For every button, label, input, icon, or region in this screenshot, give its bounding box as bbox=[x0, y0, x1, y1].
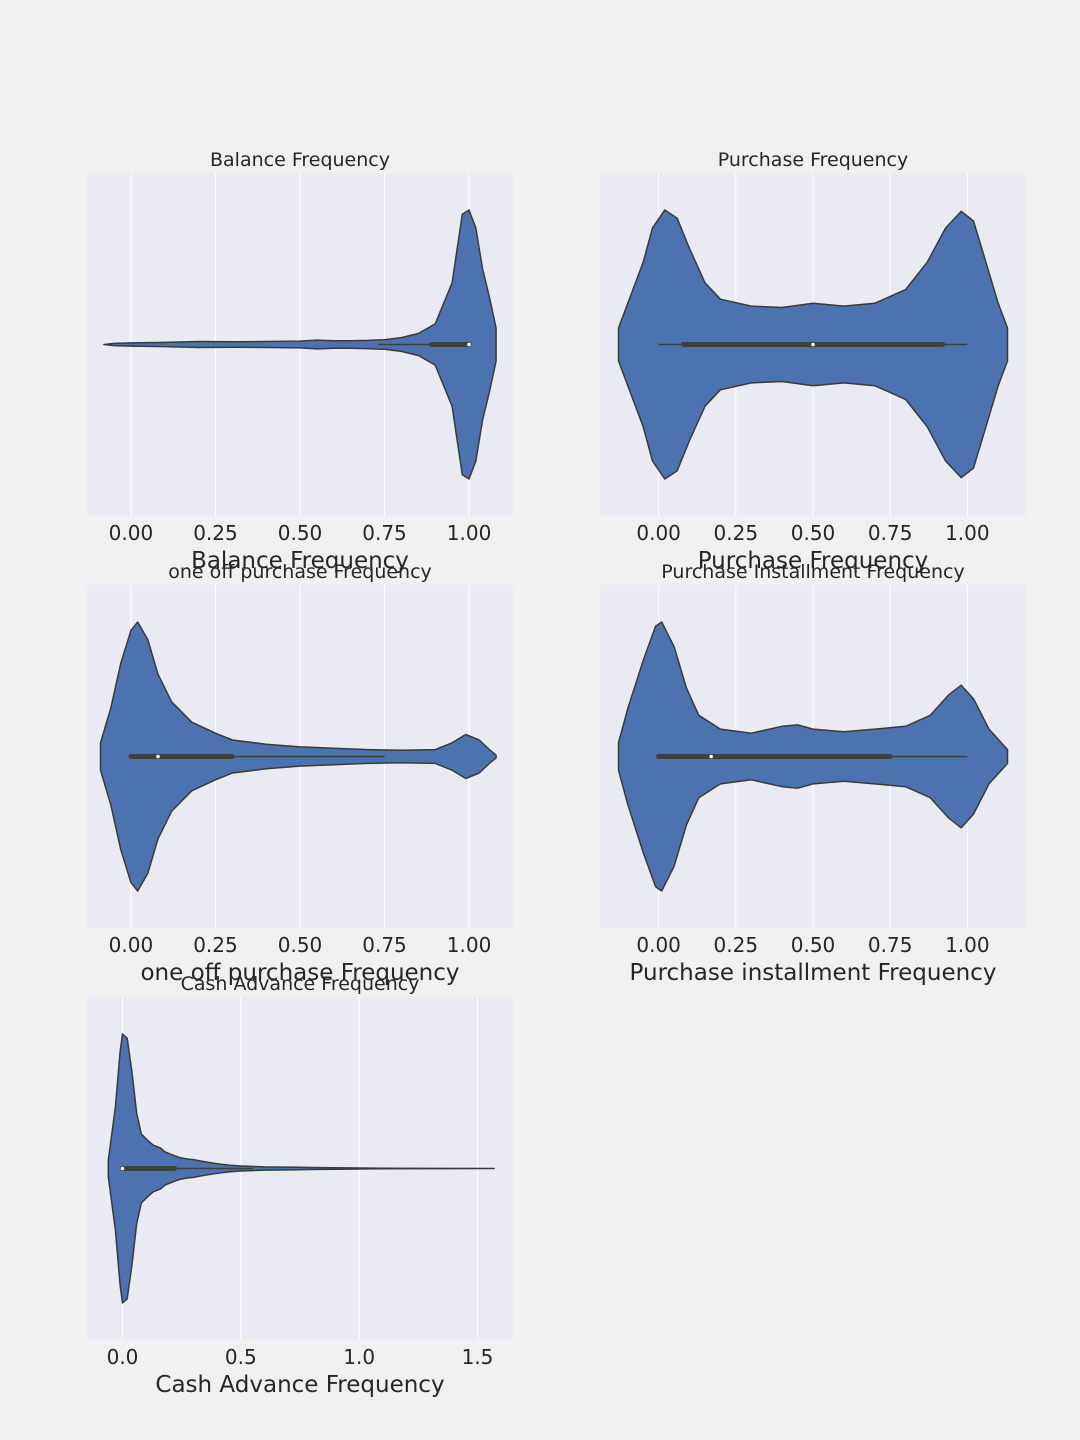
x-tick-label: 0.25 bbox=[714, 933, 759, 957]
x-tick-label: 0.0 bbox=[107, 1345, 139, 1369]
x-tick-label: 0.75 bbox=[362, 521, 407, 545]
x-tick-label: 0.75 bbox=[362, 933, 407, 957]
x-tick-label: 1.00 bbox=[447, 933, 492, 957]
panel-title: Cash Advance Frequency bbox=[181, 973, 420, 995]
x-tick-label: 0.00 bbox=[109, 933, 154, 957]
x-tick-label: 0.75 bbox=[868, 933, 913, 957]
median-point bbox=[811, 342, 815, 347]
x-tick-label: 1.00 bbox=[945, 933, 990, 957]
median-point bbox=[709, 754, 713, 759]
violin-panel: 0.0 0.5 1.0 1.5 Cash Advance Frequency Cash A… bbox=[87, 973, 513, 1398]
x-tick-label: 0.50 bbox=[791, 933, 836, 957]
x-tick-label: 1.5 bbox=[462, 1345, 494, 1369]
x-tick-label: 0.75 bbox=[868, 521, 913, 545]
x-axis-label: one off purchase Frequency bbox=[140, 960, 459, 986]
violin-body bbox=[107, 1033, 495, 1304]
violin-body bbox=[103, 209, 497, 480]
x-axis-label: Purchase installment Frequency bbox=[630, 960, 997, 986]
x-tick-label: 1.0 bbox=[343, 1345, 375, 1369]
x-tick-label: 0.25 bbox=[714, 521, 759, 545]
median-point bbox=[120, 1166, 125, 1171]
violin-panel: 0.00 0.25 0.50 0.75 1.00 Purchase Installment… bbox=[600, 561, 1026, 986]
x-axis-label: Balance Frequency bbox=[191, 548, 409, 574]
x-tick-label: 0.00 bbox=[636, 521, 681, 545]
x-axis-label: Cash Advance Frequency bbox=[155, 1372, 444, 1398]
x-tick-label: 0.00 bbox=[109, 521, 154, 545]
panel-title: Purchase Frequency bbox=[718, 149, 908, 171]
violin-panel: 0.00 0.25 0.50 0.75 1.00 Purchase Frequency Pu… bbox=[600, 149, 1026, 574]
panel-title: one off purchase Frequency bbox=[168, 561, 432, 583]
x-tick-label: 0.50 bbox=[791, 521, 836, 545]
median-point bbox=[467, 342, 471, 347]
violin-panel: 0.00 0.25 0.50 0.75 1.00 Balance Frequency Bal… bbox=[87, 149, 513, 574]
x-tick-label: 0.25 bbox=[193, 521, 238, 545]
x-tick-label: 0.00 bbox=[636, 933, 681, 957]
x-tick-label: 0.5 bbox=[225, 1345, 257, 1369]
violin-panel: 0.00 0.25 0.50 0.75 1.00 one off purchase Fre… bbox=[87, 561, 513, 986]
x-tick-label: 1.00 bbox=[447, 521, 492, 545]
panel-title: Purchase Installment Frequency bbox=[661, 561, 964, 583]
x-tick-label: 1.00 bbox=[945, 521, 990, 545]
x-tick-label: 0.25 bbox=[193, 933, 238, 957]
x-axis-label: Purchase Frequency bbox=[698, 548, 929, 574]
panel-title: Balance Frequency bbox=[210, 149, 390, 171]
median-point bbox=[156, 754, 160, 759]
x-tick-label: 0.50 bbox=[278, 521, 323, 545]
x-tick-label: 0.50 bbox=[278, 933, 323, 957]
